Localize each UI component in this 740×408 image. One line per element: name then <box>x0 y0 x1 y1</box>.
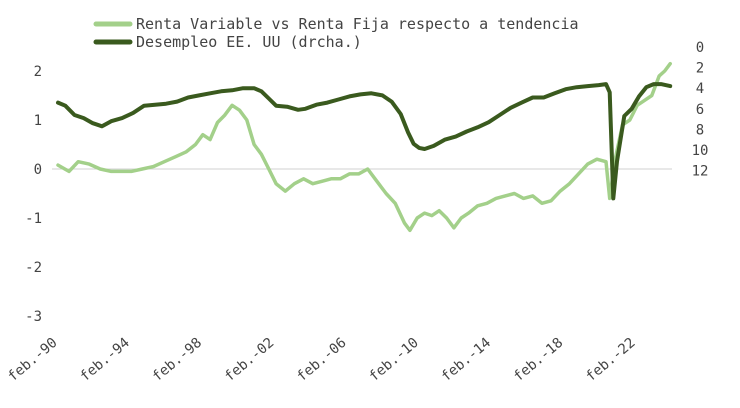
x-tick-label: feb.-18 <box>511 335 566 385</box>
left-tick-label: 1 <box>34 113 42 129</box>
right-tick-label: 4 <box>696 81 704 97</box>
x-tick-label: feb.-02 <box>222 335 277 385</box>
legend-label-equity-vs-bonds: Renta Variable vs Renta Fija respecto a … <box>136 15 579 33</box>
x-tick-label: feb.-06 <box>294 335 349 385</box>
legend-entry-us-unemployment: Desempleo EE. UU (drcha.) <box>93 33 362 51</box>
right-tick-label: 0 <box>696 40 704 56</box>
legend-entry-equity-vs-bonds: Renta Variable vs Renta Fija respecto a … <box>93 15 579 33</box>
x-tick-label: feb.-94 <box>77 335 132 385</box>
legend-label-us-unemployment: Desempleo EE. UU (drcha.) <box>136 33 362 51</box>
x-tick-label: feb.-10 <box>366 335 421 385</box>
left-tick-label: 0 <box>34 162 42 178</box>
x-tick-label: feb.-22 <box>583 335 638 385</box>
x-tick-label: feb.-90 <box>5 335 60 385</box>
right-tick-label: 8 <box>696 122 704 138</box>
right-tick-label: 6 <box>696 102 704 118</box>
right-tick-label: 10 <box>692 143 709 159</box>
right-tick-label: 2 <box>696 61 704 77</box>
left-tick-label: 2 <box>34 64 42 80</box>
x-tick-label: feb.-14 <box>439 335 494 385</box>
series-line-equity-vs-bonds <box>56 61 672 233</box>
left-tick-label: -1 <box>25 211 42 227</box>
right-axis: 0 2 4 6 8 10 12 <box>692 40 709 180</box>
right-tick-label: 12 <box>692 164 709 180</box>
legend: Renta Variable vs Renta Fija respecto a … <box>93 15 579 51</box>
left-tick-label: -3 <box>25 309 42 325</box>
plot-area <box>56 61 673 233</box>
series-line-us-unemployment <box>56 82 673 201</box>
left-tick-label: -2 <box>25 260 42 276</box>
x-axis: feb.-90 feb.-94 feb.-98 feb.-02 feb.-06 feb.-… <box>5 335 638 385</box>
left-axis: 2 1 0 -1 -2 -3 <box>25 64 42 325</box>
x-tick-label: feb.-98 <box>150 335 205 385</box>
